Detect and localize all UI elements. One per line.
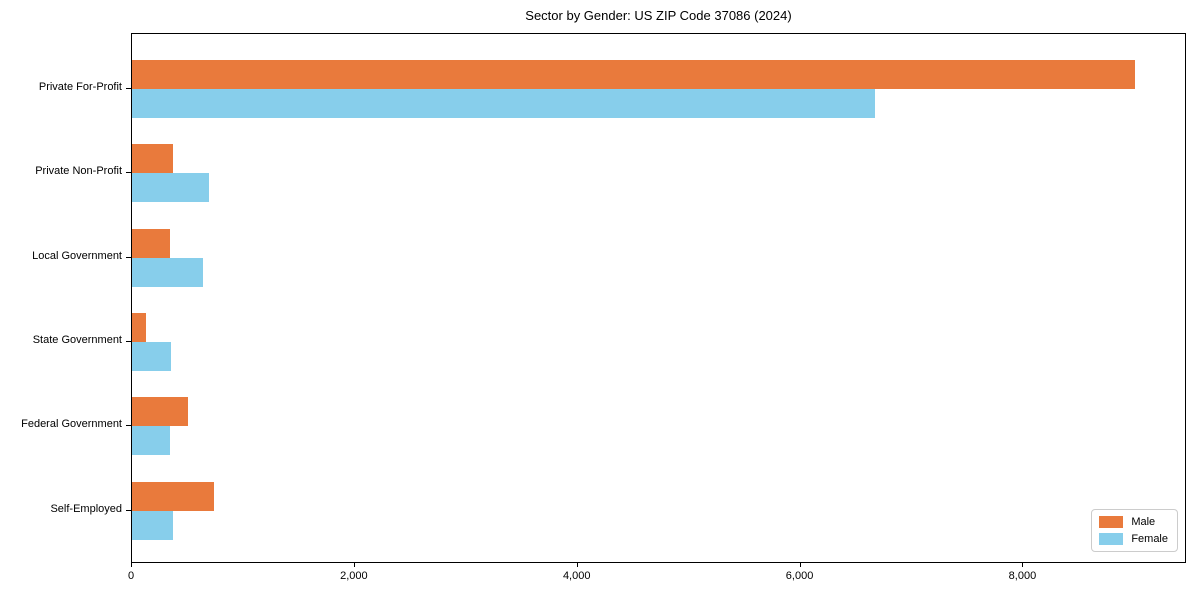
x-tick-label-6-000: 6,000 xyxy=(785,570,814,582)
y-tick-label-state-government: State Government xyxy=(32,333,122,346)
legend-item-female: Female xyxy=(1099,533,1168,545)
legend-swatch-female xyxy=(1099,533,1124,545)
chart-title: Sector by Gender: US ZIP Code 37086 (202… xyxy=(525,8,792,23)
y-tick-label-self-employed: Self-Employed xyxy=(50,502,122,515)
y-tick-mark xyxy=(126,340,131,342)
y-tick-mark xyxy=(126,509,131,511)
x-tick-label-8-000: 8,000 xyxy=(1008,570,1037,582)
x-tick-mark xyxy=(1022,563,1024,567)
plot-area: Male Female xyxy=(131,33,1186,563)
x-tick-label-4-000: 4,000 xyxy=(562,570,591,582)
x-tick-mark xyxy=(576,563,578,567)
bars-layer xyxy=(132,34,1185,562)
legend: Male Female xyxy=(1091,509,1178,552)
bar-federal-government-female xyxy=(132,426,170,456)
bar-private-for-profit-female xyxy=(132,89,876,118)
y-tick-label-federal-government: Federal Government xyxy=(21,418,122,431)
bar-local-government-female xyxy=(132,257,204,287)
bar-private-for-profit-male xyxy=(132,60,1135,89)
y-tick-mark xyxy=(126,425,131,427)
bar-federal-government-male xyxy=(132,397,188,427)
x-tick-label-2-000: 2,000 xyxy=(340,570,368,582)
y-tick-mark xyxy=(126,88,131,89)
y-tick-label-private-non-profit: Private Non-Profit xyxy=(35,165,122,178)
bar-private-non-profit-male xyxy=(132,144,174,174)
y-tick-mark xyxy=(126,256,131,258)
y-tick-mark xyxy=(126,172,131,174)
bar-self-employed-female xyxy=(132,510,174,540)
bar-state-government-male xyxy=(132,312,147,342)
y-tick-label-private-for-profit: Private For-Profit xyxy=(38,81,122,93)
bar-local-government-male xyxy=(132,228,170,258)
x-tick-mark xyxy=(353,563,355,567)
x-tick-label-0: 0 xyxy=(127,570,135,582)
x-tick-mark xyxy=(799,563,801,567)
bar-self-employed-male xyxy=(132,481,215,511)
bar-state-government-female xyxy=(132,341,171,371)
legend-label-male: Male xyxy=(1131,516,1156,528)
bar-private-non-profit-female xyxy=(132,173,209,203)
x-tick-mark xyxy=(131,563,132,567)
y-tick-label-local-government: Local Government xyxy=(32,249,122,262)
legend-item-male: Male xyxy=(1099,516,1168,528)
legend-swatch-male xyxy=(1099,516,1124,528)
legend-label-female: Female xyxy=(1131,533,1168,545)
